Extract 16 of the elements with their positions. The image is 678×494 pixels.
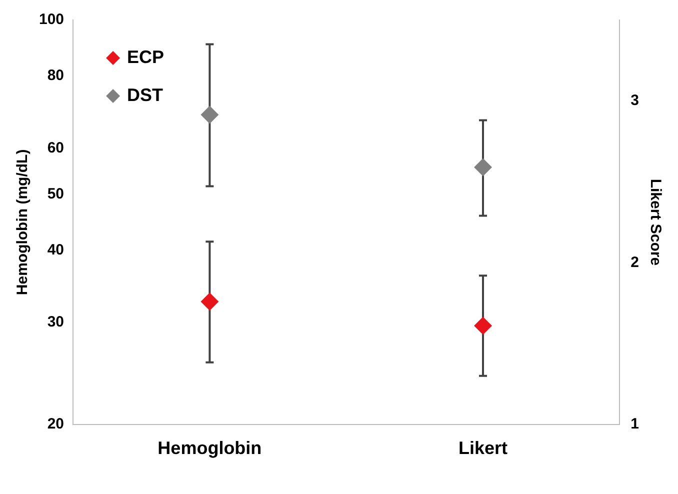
y-tick-label: 20 bbox=[47, 416, 64, 433]
legend-label: ECP bbox=[127, 46, 164, 67]
legend-label: DST bbox=[127, 84, 164, 105]
x-tick-label: Likert bbox=[458, 438, 508, 458]
x-tick-label: Hemoglobin bbox=[158, 438, 262, 458]
y2-tick-label: 3 bbox=[630, 92, 639, 110]
y-tick-label: 50 bbox=[47, 185, 64, 202]
y2-axis-title: Likert Score bbox=[646, 178, 664, 266]
y-tick-label: 30 bbox=[47, 314, 64, 331]
y-tick-label: 80 bbox=[47, 67, 64, 84]
y-axis-title: Hemoglobin (mg/dL) bbox=[14, 149, 32, 296]
y2-tick-label: 2 bbox=[630, 254, 639, 271]
y-tick-label: 100 bbox=[38, 11, 64, 28]
y-tick-label: 60 bbox=[47, 139, 64, 156]
y-tick-label: 40 bbox=[47, 241, 64, 258]
y2-tick-label: 1 bbox=[630, 416, 639, 433]
